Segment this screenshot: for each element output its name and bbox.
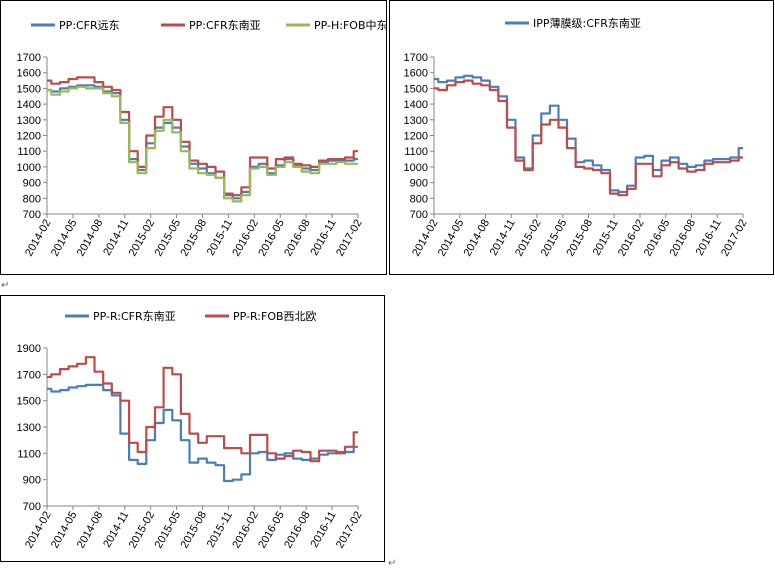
legend-label: PP-H:FOB中东: [314, 19, 386, 32]
series-line-1: [47, 84, 358, 200]
y-tick-label: 1200: [404, 131, 428, 143]
legend-label: PP:CFR东南亚: [189, 19, 261, 32]
y-tick-label: 1400: [17, 99, 41, 111]
y-tick-label: 1500: [17, 396, 41, 408]
chart-panel-1: 700 800 900 1000 1100 1200 1300 1400 1500 1600 170…: [0, 0, 387, 275]
y-tick-label: 700: [23, 209, 41, 221]
y-tick-label: 1000: [17, 162, 41, 174]
legend-label: PP-R:FOB西北欧: [233, 310, 317, 323]
y-tick-label: 1100: [17, 448, 41, 460]
chart-panel-2: 700 800 900 1000 1100 1200 1300 1400 1500 1600 170…: [389, 0, 774, 275]
legend-label: PP-R:CFR东南亚: [93, 310, 176, 323]
y-tick-label: 1500: [17, 83, 41, 95]
series-line-1: [47, 383, 358, 483]
line-chart-3: 700900110013001500170019002014-022014-05…: [17, 310, 365, 551]
y-tick-label: 800: [410, 193, 428, 205]
y-tick-label: 1100: [17, 146, 41, 158]
paragraph-return-mark: ↵: [388, 558, 397, 569]
y-tick-label: 900: [410, 178, 428, 190]
y-tick-label: 700: [23, 501, 41, 513]
series-line-3: [47, 85, 358, 203]
series-line-2: [47, 76, 358, 197]
y-tick-label: 800: [23, 193, 41, 205]
series-line-2: [47, 356, 358, 463]
y-tick-label: 1700: [404, 52, 428, 64]
series-line-2: [434, 79, 743, 197]
series-line-1: [434, 74, 743, 194]
y-tick-label: 1400: [404, 99, 428, 111]
y-tick-label: 1300: [17, 422, 41, 434]
y-tick-label: 700: [410, 209, 428, 221]
y-tick-label: 1600: [17, 68, 41, 80]
y-tick-label: 1700: [17, 52, 41, 64]
y-tick-label: 1300: [404, 115, 428, 127]
y-tick-label: 1300: [17, 115, 41, 127]
y-tick-label: 1600: [404, 68, 428, 80]
y-tick-label: 900: [23, 475, 41, 487]
paragraph-return-mark: ↵: [1, 280, 10, 291]
legend-label: IPP薄膜级:CFR东南亚: [533, 16, 641, 30]
y-tick-label: 1100: [404, 146, 428, 158]
legend-label: PP:CFR远东: [59, 19, 120, 32]
y-tick-label: 900: [23, 178, 41, 190]
chart-panel-3: 700 900 1100 1300 1500 1700 1900 2014-02 2014-05…: [0, 295, 385, 562]
y-tick-label: 1700: [17, 369, 41, 381]
y-tick-label: 1200: [17, 131, 41, 143]
y-tick-label: 1900: [17, 343, 41, 355]
line-chart-1: 700 800 900 1000 1100 1200 1300 1400 1500 1600 170…: [17, 19, 386, 259]
y-tick-label: 1000: [404, 162, 428, 174]
line-chart-2: 700 800 900 1000 1100 1200 1300 1400 1500 1600 170…: [404, 16, 750, 258]
x-tick-label: 2017-02: [334, 510, 365, 551]
y-tick-label: 1500: [404, 83, 428, 95]
x-tick-label: 2017-02: [334, 218, 365, 259]
